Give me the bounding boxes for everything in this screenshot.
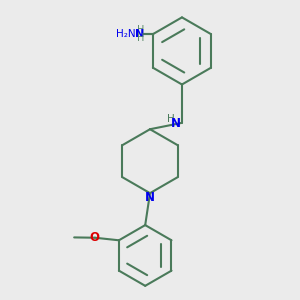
Text: H₂N: H₂N	[116, 29, 135, 39]
Text: H: H	[137, 33, 144, 43]
Text: N: N	[135, 29, 144, 39]
Text: H: H	[167, 114, 175, 124]
Text: H: H	[137, 25, 144, 35]
Text: N: N	[171, 117, 181, 130]
Text: N: N	[145, 191, 155, 204]
Text: O: O	[89, 231, 99, 244]
